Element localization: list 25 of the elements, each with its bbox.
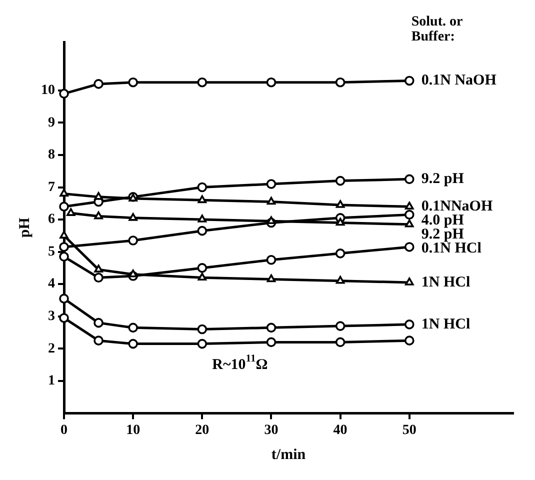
series-label: 4.0 pH: [421, 212, 464, 228]
y-tick-label: 6: [48, 212, 55, 228]
y-axis-title: pH: [16, 217, 33, 238]
series-label: 9.2 pH: [421, 171, 464, 188]
y-tick-label: 7: [48, 180, 55, 195]
x-tick-label: 0: [60, 423, 68, 438]
series-label: 1N HCl: [421, 274, 470, 290]
y-tick-label: 4: [48, 276, 55, 292]
y-tick-label: 5: [48, 244, 55, 260]
x-axis-title: t/min: [271, 446, 306, 463]
y-tick-label: 1: [48, 374, 55, 389]
series-label: 0.1NNaOH: [421, 198, 493, 214]
y-tick-label: 2: [48, 341, 55, 356]
y-tick-label: 9: [48, 115, 55, 130]
x-tick-label: 20: [195, 423, 210, 438]
y-tick-label: 3: [48, 308, 55, 324]
series-label: 1N HCl: [421, 316, 470, 332]
y-tick-label: 10: [41, 83, 55, 98]
y-tick-label: 8: [48, 148, 55, 163]
x-tick-label: 10: [126, 423, 140, 438]
series-label: 0.1N NaOH: [421, 72, 497, 89]
x-tick-label: 40: [333, 423, 348, 438]
x-tick-label: 30: [264, 423, 278, 438]
x-tick-label: 50: [402, 423, 416, 438]
legend-title: Solut. or Buffer:: [411, 14, 463, 45]
